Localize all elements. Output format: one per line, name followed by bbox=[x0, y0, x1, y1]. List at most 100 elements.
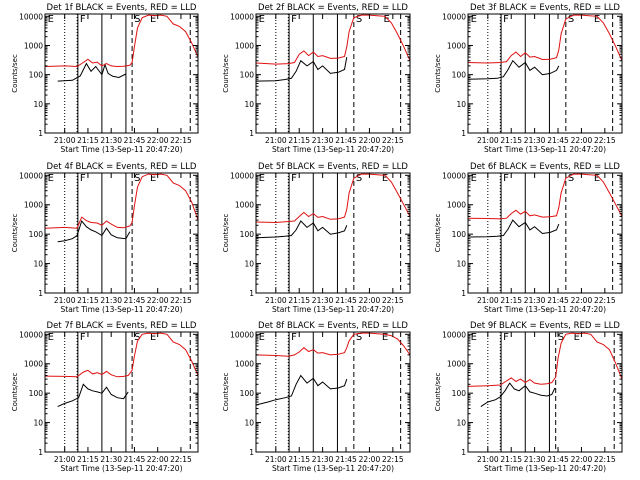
x-tick-label: 21:00 bbox=[477, 136, 499, 145]
x-tick-label: 21:00 bbox=[477, 296, 499, 305]
events-series-line bbox=[468, 59, 560, 80]
y-tick-label: 1 bbox=[249, 448, 254, 457]
x-tick-label: 21:30 bbox=[312, 296, 334, 305]
interval-marker-label: F bbox=[291, 14, 297, 25]
x-axis-label: Start Time (13-Sep-11 20:47:20) bbox=[61, 464, 183, 473]
y-axis-label: Counts/sec bbox=[222, 54, 230, 93]
lld-series-line bbox=[468, 332, 622, 387]
x-axis-label: Start Time (13-Sep-11 20:47:20) bbox=[272, 464, 394, 473]
y-tick-label: 10 bbox=[244, 100, 254, 109]
y-axis-label: Counts/sec bbox=[222, 373, 230, 412]
y-tick-label: 100 bbox=[29, 230, 44, 239]
y-tick-label: 100 bbox=[29, 389, 44, 398]
x-tick-label: 21:30 bbox=[524, 296, 546, 305]
x-tick-label: 21:45 bbox=[335, 296, 357, 305]
interval-marker-label: S bbox=[134, 173, 140, 184]
y-tick-label: 1000 bbox=[24, 201, 43, 210]
x-tick-label: 21:30 bbox=[100, 455, 122, 464]
interval-marker-label: E bbox=[594, 173, 600, 184]
x-tick-label: 21:15 bbox=[500, 296, 522, 305]
y-tick-label: 100 bbox=[452, 71, 467, 80]
y-tick-label: 1000 bbox=[447, 360, 466, 369]
events-series-line bbox=[256, 220, 348, 239]
y-tick-label: 1000 bbox=[235, 41, 254, 50]
x-tick-label: 21:00 bbox=[54, 136, 76, 145]
y-tick-label: 10 bbox=[33, 260, 43, 269]
x-tick-label: 21:15 bbox=[77, 455, 99, 464]
plot-frame bbox=[44, 172, 199, 294]
x-tick-label: 22:00 bbox=[147, 136, 169, 145]
interval-marker-label: E bbox=[382, 173, 388, 184]
x-tick-label: 21:15 bbox=[500, 455, 522, 464]
y-tick-label: 10 bbox=[244, 419, 254, 428]
lld-series-line bbox=[45, 173, 198, 229]
y-tick-label: 10000 bbox=[442, 171, 466, 180]
events-series-line bbox=[256, 57, 348, 82]
y-tick-label: 1 bbox=[461, 289, 466, 298]
y-tick-label: 1 bbox=[461, 448, 466, 457]
x-tick-label: 21:45 bbox=[547, 296, 569, 305]
interval-marker-label: F bbox=[503, 332, 509, 343]
plot-frame bbox=[467, 13, 623, 134]
interval-marker-label: S bbox=[568, 173, 574, 184]
y-tick-label: 10000 bbox=[230, 12, 254, 21]
panel-title: Det 5f BLACK = Events, RED = LLD bbox=[258, 162, 408, 172]
x-tick-label: 22:00 bbox=[571, 296, 593, 305]
lld-series-line bbox=[45, 332, 198, 378]
interval-marker-label: E bbox=[150, 173, 156, 184]
x-tick-label: 22:00 bbox=[147, 296, 169, 305]
x-tick-label: 21:00 bbox=[477, 455, 499, 464]
interval-marker-label: E bbox=[259, 332, 265, 343]
x-tick-label: 21:00 bbox=[265, 296, 287, 305]
x-axis-label: Start Time (13-Sep-11 20:47:20) bbox=[272, 305, 394, 314]
y-tick-label: 100 bbox=[452, 230, 467, 239]
y-axis-label: Counts/sec bbox=[11, 54, 19, 93]
y-tick-label: 10000 bbox=[230, 330, 254, 339]
x-tick-label: 22:00 bbox=[571, 136, 593, 145]
y-axis-label: Counts/sec bbox=[222, 214, 230, 253]
x-tick-label: 21:45 bbox=[124, 296, 146, 305]
interval-marker-label: E bbox=[574, 332, 580, 343]
events-series-line bbox=[57, 62, 127, 82]
x-tick-label: 21:00 bbox=[265, 455, 287, 464]
interval-marker-label: F bbox=[503, 173, 509, 184]
y-tick-label: 1 bbox=[38, 448, 43, 457]
y-axis-label: Counts/sec bbox=[434, 214, 442, 253]
panel-title: Det 3f BLACK = Events, RED = LLD bbox=[470, 3, 620, 13]
y-tick-label: 100 bbox=[240, 389, 255, 398]
plot-frame bbox=[467, 172, 623, 294]
x-tick-label: 21:00 bbox=[265, 136, 287, 145]
panel-title: Det 2f BLACK = Events, RED = LLD bbox=[258, 3, 408, 13]
lld-series-line bbox=[45, 14, 198, 68]
events-series-line bbox=[57, 383, 129, 408]
x-tick-label: 22:15 bbox=[170, 455, 192, 464]
interval-marker-label: E bbox=[48, 173, 54, 184]
interval-marker-label: S bbox=[558, 332, 564, 343]
interval-marker-label: E bbox=[150, 332, 156, 343]
y-tick-label: 1000 bbox=[24, 41, 43, 50]
x-axis-label: Start Time (13-Sep-11 20:47:20) bbox=[61, 145, 183, 154]
x-tick-label: 21:45 bbox=[124, 455, 146, 464]
panel-title: Det 9f BLACK = Events, RED = LLD bbox=[470, 321, 620, 331]
interval-marker-label: F bbox=[503, 14, 509, 25]
plot-frame bbox=[255, 172, 411, 294]
interval-marker-label: F bbox=[80, 332, 86, 343]
x-tick-label: 22:00 bbox=[359, 136, 381, 145]
y-tick-label: 100 bbox=[240, 71, 255, 80]
interval-marker-label: S bbox=[134, 14, 140, 25]
panel-title: Det 6f BLACK = Events, RED = LLD bbox=[470, 162, 620, 172]
y-tick-label: 10 bbox=[244, 260, 254, 269]
x-tick-label: 21:00 bbox=[54, 296, 76, 305]
x-tick-label: 22:00 bbox=[359, 296, 381, 305]
x-tick-label: 21:45 bbox=[547, 136, 569, 145]
events-series-line bbox=[468, 219, 560, 238]
y-tick-label: 1 bbox=[249, 289, 254, 298]
x-axis-label: Start Time (13-Sep-11 20:47:20) bbox=[61, 305, 183, 314]
y-tick-label: 1 bbox=[38, 129, 43, 138]
y-tick-label: 10 bbox=[456, 419, 466, 428]
lld-series-line bbox=[256, 14, 410, 65]
